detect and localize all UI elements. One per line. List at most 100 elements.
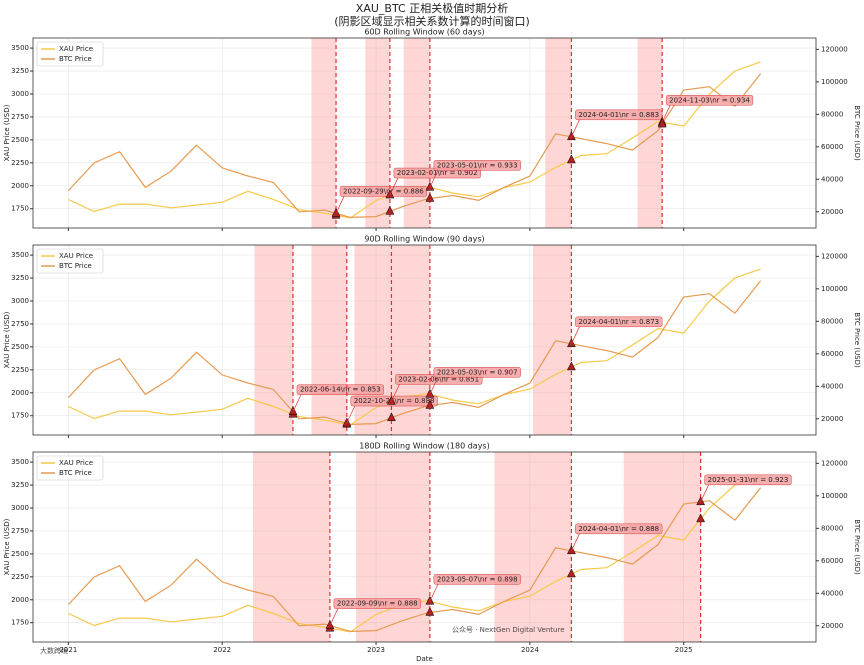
window-shade	[252, 452, 330, 642]
annotation-box	[575, 109, 663, 121]
legend-label: XAU Price	[59, 252, 93, 260]
y-axis-label: XAU Price (USD)	[3, 311, 11, 368]
annotation-leader	[346, 405, 356, 424]
annotation-box	[333, 598, 421, 609]
y2-tick-label: 120000	[821, 459, 848, 467]
annotation-label: 2023-05-01\nr = 0.933	[437, 161, 518, 169]
y2-tick-label: 20000	[821, 415, 843, 423]
annotation-leader	[429, 584, 439, 602]
event-marker	[657, 118, 667, 128]
y2-tick-label: 20000	[821, 622, 843, 630]
annotation-leader	[429, 377, 439, 395]
subplot-title: 60D Rolling Window (60 days)	[364, 28, 484, 37]
annotation-leader	[661, 105, 671, 123]
annotation-label: 2022-06-14\nr = 0.853	[300, 386, 381, 394]
annotation-box	[433, 574, 521, 585]
window-shade	[356, 452, 430, 642]
annotation-leader	[391, 384, 400, 402]
annotation-label: 2023-02-01\nr = 0.902	[397, 169, 478, 177]
event-marker	[342, 417, 352, 427]
annotation-label: 2023-05-03\nr = 0.907	[437, 368, 518, 376]
annotation-leader	[571, 533, 580, 551]
y-tick-label: 3000	[11, 504, 29, 512]
y2-tick-label: 40000	[821, 175, 843, 183]
y-tick-label: 3250	[11, 274, 29, 282]
window-shade	[637, 38, 663, 228]
plot-frame	[32, 37, 817, 229]
annotation-leader	[700, 484, 709, 502]
y-tick-label: 1750	[11, 619, 29, 627]
y-tick-label: 2500	[11, 550, 29, 558]
event-marker	[567, 154, 576, 164]
y-tick-label: 2000	[11, 182, 29, 190]
y-tick-label: 2750	[11, 527, 29, 535]
legend-label: XAU Price	[59, 459, 93, 467]
y2-tick-label: 120000	[821, 45, 848, 53]
window-shade	[254, 245, 293, 435]
y-tick-label: 3250	[11, 67, 29, 75]
watermark: 公众号 · NextGen Digital Venture	[452, 626, 565, 634]
x-tick-label: 2025	[675, 646, 693, 654]
event-marker	[425, 606, 435, 616]
annotation-leader	[429, 170, 439, 188]
x-axis-label: Date	[416, 655, 433, 663]
annotation-box	[433, 367, 521, 378]
y2-axis-label: BTC Price (USD)	[853, 519, 861, 575]
window-shade	[545, 38, 572, 228]
y-tick-label: 2250	[11, 366, 29, 374]
event-marker	[385, 189, 395, 199]
legend-label: XAU Price	[59, 45, 93, 53]
event-marker	[696, 496, 706, 506]
legend-box	[36, 455, 104, 481]
y-tick-label: 2000	[11, 389, 29, 397]
event-marker	[696, 513, 706, 523]
annotation-box	[575, 316, 663, 328]
legend-box	[36, 41, 104, 67]
series-line	[68, 268, 761, 426]
event-marker	[331, 207, 341, 217]
y-tick-label: 1750	[11, 412, 29, 420]
annotation-leader	[571, 119, 580, 137]
y2-axis-label: BTC Price (USD)	[853, 312, 861, 368]
y-tick-label: 1750	[11, 205, 29, 213]
window-shade	[311, 38, 337, 228]
event-marker	[387, 412, 396, 422]
annotation-label: 2023-02-06\nr = 0.851	[398, 375, 479, 383]
annotation-label: 2024-04-01\nr = 0.873	[578, 318, 659, 326]
x-tick-label: 2023	[367, 646, 385, 654]
subplot-title: 90D Rolling Window (90 days)	[364, 235, 484, 244]
event-marker	[425, 388, 435, 398]
y-tick-label: 2250	[11, 159, 29, 167]
y-tick-label: 2750	[11, 320, 29, 328]
y-tick-label: 3500	[11, 458, 29, 466]
y2-tick-label: 100000	[821, 285, 848, 293]
figure-subtitle: (阴影区域显示相关系数计算的时间窗口)	[334, 14, 530, 28]
event-marker	[325, 620, 335, 629]
annotation-box	[665, 95, 754, 106]
series-line	[67, 487, 762, 633]
window-shade	[623, 452, 701, 642]
annotation-leader	[335, 196, 345, 214]
y-tick-label: 3000	[11, 297, 29, 305]
y2-tick-label: 80000	[821, 524, 843, 532]
annotation-leader	[389, 177, 399, 196]
event-marker	[567, 361, 576, 371]
legend-label: BTC Price	[59, 262, 92, 270]
event-marker	[425, 399, 435, 409]
annotation-box	[433, 160, 521, 171]
y-tick-label: 3500	[11, 44, 29, 52]
plot-frame	[32, 244, 817, 436]
annotation-label: 2024-04-01\nr = 0.883	[578, 111, 659, 119]
legend-box	[36, 248, 104, 274]
event-marker	[385, 205, 395, 215]
y2-tick-label: 60000	[821, 143, 843, 151]
x-tick-label: 2021	[59, 646, 77, 654]
y2-tick-label: 100000	[821, 492, 848, 500]
x-tick-label: 2022	[213, 646, 231, 654]
annotation-box	[575, 523, 663, 535]
legend-label: BTC Price	[59, 469, 92, 477]
y2-tick-label: 20000	[821, 208, 843, 216]
event-marker	[425, 595, 435, 605]
x-tick-label: 2024	[521, 646, 539, 654]
